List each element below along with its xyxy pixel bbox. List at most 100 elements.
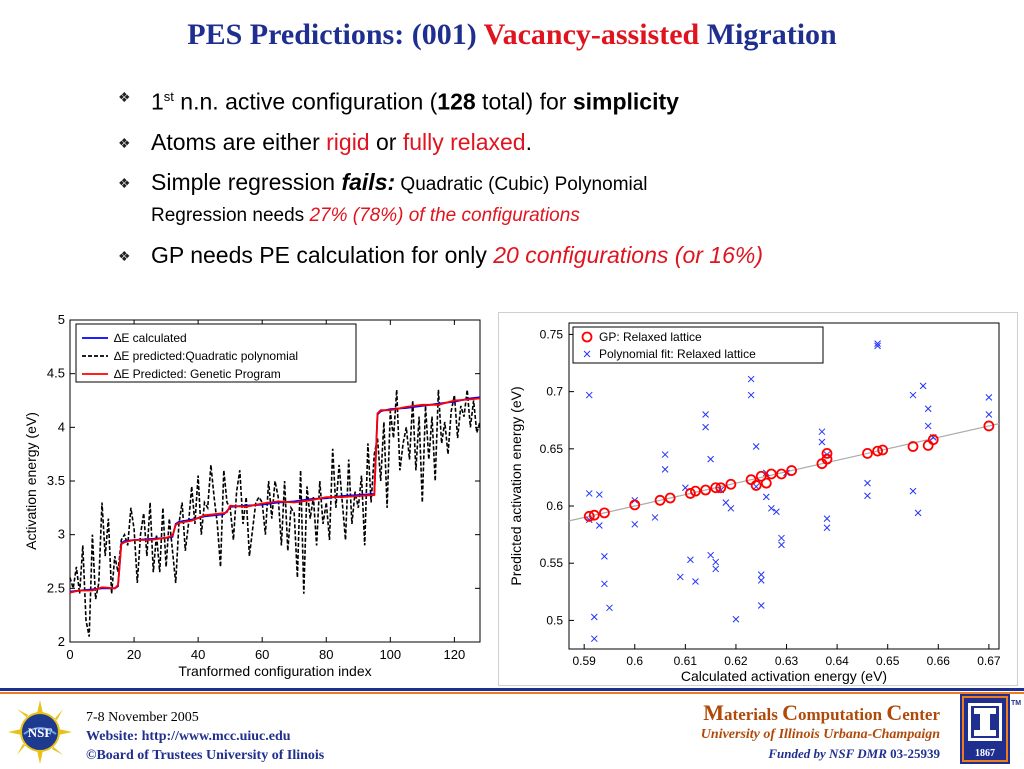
scatter-point-circle <box>588 509 600 521</box>
scatter-point-circle <box>821 447 833 459</box>
x-marker-stroke <box>702 423 709 431</box>
website-line: Website: http://www.mcc.uiuc.edu <box>86 727 324 746</box>
scatter-point-x <box>722 499 730 506</box>
scatter-point-x <box>757 577 765 584</box>
scatter-point-x <box>823 524 831 532</box>
scatter-point-circle <box>750 480 762 491</box>
legend-box <box>572 326 824 364</box>
scatter-point-x <box>752 443 760 450</box>
center-initial: C <box>886 700 903 725</box>
predicted-vs-calculated-scatter-chart: 0.59 0.6 0.61 0.62 0.63 0.64 0.65 0.66 0.67 0.5 0.… <box>498 312 1018 686</box>
x-marker-stroke <box>727 504 735 512</box>
x-tick-label: 20 <box>127 647 141 662</box>
x-marker-stroke <box>747 391 755 399</box>
scatter-point-x <box>601 552 608 560</box>
scatter-point-circle <box>664 492 676 504</box>
scatter-point-x <box>661 451 669 458</box>
x-marker-stroke <box>823 524 831 532</box>
y-tick-label: 5 <box>58 312 65 327</box>
scatter-point-x <box>773 508 780 516</box>
diamond-bullet-icon: ❖ <box>118 247 131 264</box>
scatter-point-x <box>985 411 993 418</box>
website-link[interactable]: http://www.mcc.uiuc.edu <box>141 729 291 744</box>
scatter-point-x <box>590 613 598 621</box>
x-marker-stroke <box>757 577 765 584</box>
scatter-point-x <box>595 522 603 529</box>
funding-label: Funded by NSF DMR <box>768 746 891 761</box>
scatter-point-x <box>864 479 871 487</box>
scatter-point-x <box>752 483 760 490</box>
bullet-text: 1 <box>151 88 164 115</box>
x-marker-stroke <box>601 552 608 560</box>
bullet-highlight: fully relaxed <box>402 128 526 155</box>
x-marker-stroke <box>651 514 659 521</box>
scatter-point-circle <box>760 477 772 489</box>
x-marker-stroke <box>595 522 603 529</box>
x-marker-stroke <box>687 556 694 564</box>
series-line-2 <box>69 397 481 594</box>
scatter-point-x <box>631 520 639 528</box>
y-tick-label: 0.7 <box>546 385 563 399</box>
legend-label: Polynomial fit: Relaxed lattice <box>599 347 756 361</box>
x-marker-stroke <box>924 405 932 413</box>
diamond-bullet-icon: ❖ <box>118 89 131 105</box>
x-axis-label: Calculated activation energy (eV) <box>681 668 887 684</box>
x-tick-label: 120 <box>444 647 466 662</box>
x-marker-stroke <box>874 342 881 350</box>
illinois-block-i-icon: 1867 <box>960 694 1010 764</box>
x-marker-stroke <box>757 602 765 609</box>
x-marker-stroke <box>712 558 720 566</box>
x-axis-label: Tranformed configuration index <box>178 663 371 679</box>
scatter-point-x <box>702 411 709 418</box>
footer-divider <box>0 688 1024 691</box>
bullet-highlight: 20 configurations (or 16%) <box>493 241 763 268</box>
x-tick-label: 0.59 <box>572 654 596 668</box>
y-tick-label: 2.5 <box>47 580 65 595</box>
uiuc-year: 1867 <box>975 748 995 759</box>
x-marker-stroke <box>601 580 608 588</box>
scatter-point-x <box>985 393 993 401</box>
scatter-point-circle <box>907 441 919 452</box>
scatter-point-x <box>762 493 770 501</box>
x-tick-label: 60 <box>255 647 269 662</box>
x-tick-label: 0 <box>66 647 73 662</box>
bullet-text: n.n. active configuration ( <box>173 88 438 115</box>
nsf-logo-text: NSF <box>28 725 53 740</box>
scatter-point-x <box>585 391 593 399</box>
x-marker-stroke <box>702 411 709 418</box>
x-marker-stroke <box>762 493 770 501</box>
center-credits: Materials Computation Center University … <box>701 700 940 762</box>
x-marker-stroke <box>747 375 755 383</box>
scatter-point-x <box>712 565 720 573</box>
bullet-text: Simple regression <box>151 168 342 195</box>
university-name: University of Illinois Urbana-Champaign <box>700 727 940 742</box>
y-tick-label: 4.5 <box>47 366 65 381</box>
legend-label: GP: Relaxed lattice <box>599 330 702 344</box>
x-tick-label: 0.6 <box>626 654 643 668</box>
scatter-point-x <box>823 515 831 522</box>
x-tick-label: 100 <box>379 647 401 662</box>
bullet-item-regression: ❖ Simple regression fails: Quadratic (Cu… <box>118 168 998 230</box>
x-marker-stroke <box>692 578 699 585</box>
x-marker-stroke <box>924 422 932 430</box>
bullet-emphasis: simplicity <box>572 88 679 115</box>
x-marker-stroke <box>595 491 603 498</box>
x-marker-stroke <box>752 483 760 490</box>
bullet-item-atoms: ❖ Atoms are either rigid or fully relaxe… <box>118 128 998 157</box>
diamond-bullet-icon: ❖ <box>118 134 131 151</box>
scatter-point-x <box>818 438 826 446</box>
x-marker-stroke <box>778 534 785 542</box>
scatter-point-x <box>919 382 927 390</box>
presentation-date: 7-8 November 2005 <box>86 710 199 725</box>
scatter-point-circle <box>872 445 883 457</box>
x-tick-label: 80 <box>319 647 333 662</box>
x-marker-stroke <box>681 484 689 492</box>
x-marker-stroke <box>661 466 669 473</box>
scatter-point-x <box>595 491 603 498</box>
scatter-point-circle <box>755 470 767 482</box>
scatter-point-x <box>590 635 598 643</box>
scatter-point-circle <box>983 420 995 432</box>
x-marker-stroke <box>778 541 785 549</box>
x-marker-stroke <box>773 508 780 516</box>
copyright-text: ©Board of Trustees University of Ilinois <box>86 748 325 763</box>
